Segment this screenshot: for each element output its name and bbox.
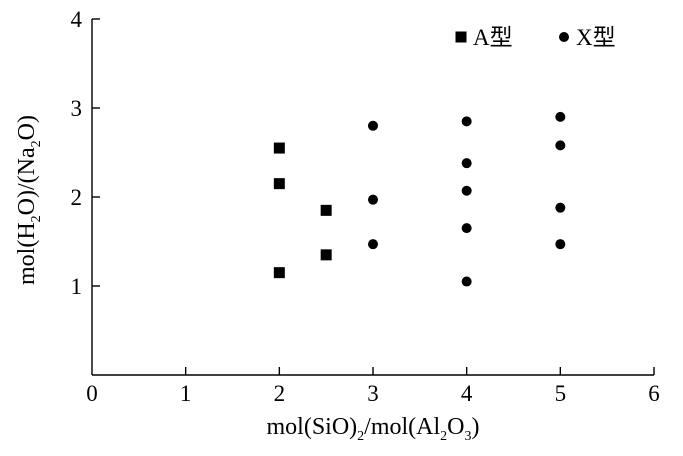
data-points	[273, 111, 566, 287]
y-axis-title-part: mol(H	[14, 222, 40, 285]
legend-label: A型	[473, 25, 513, 50]
y-axis-title-subscript: 2	[29, 215, 44, 222]
legend-label: X型	[576, 25, 616, 50]
x-tick-label: 1	[180, 381, 192, 406]
x-axis-title-subscript: 2	[440, 429, 447, 444]
x-axis-title-subscript: 2	[357, 429, 364, 444]
ticks: 0 1 2 3 4 5 6 1 2 3 4	[71, 7, 660, 406]
series-x-point	[461, 276, 472, 287]
y-tick-label: 4	[71, 7, 83, 32]
series-a-point	[273, 178, 285, 190]
x-tick-label: 5	[555, 381, 567, 406]
y-tick-label: 3	[71, 96, 83, 121]
series-x-point	[555, 202, 566, 213]
series-x-point	[461, 185, 472, 196]
x-axis-title-part: O	[447, 414, 464, 440]
y-axis-title-part: O)/(Na	[14, 147, 40, 215]
x-axis-title-subscript: 3	[465, 429, 472, 444]
x-axis-title-part: mol(SiO)	[266, 414, 357, 440]
series-x-point	[368, 239, 378, 250]
legend-marker-square	[455, 31, 467, 43]
x-axis-title-part: )	[472, 414, 480, 440]
x-axis-title-part: /mol(Al	[364, 414, 440, 440]
series-a-point	[273, 142, 285, 154]
x-tick-label: 3	[367, 381, 379, 406]
series-x-point	[461, 223, 472, 234]
x-tick-label: 4	[461, 381, 473, 406]
series-a-point	[320, 204, 332, 216]
series-x-point	[555, 111, 566, 122]
series-x-point	[368, 194, 378, 205]
series-a-point	[320, 249, 332, 261]
legend: A型 X型	[455, 25, 616, 50]
series-x-point	[555, 140, 566, 151]
x-axis-title: mol(SiO)2/mol(Al2O3)	[266, 414, 479, 444]
y-axis-title-part: O)	[14, 115, 40, 140]
x-tick-label: 0	[86, 381, 98, 406]
series-x-point	[461, 116, 472, 127]
y-tick-label: 1	[71, 274, 83, 299]
series-x-point	[368, 120, 378, 131]
series-a-point	[273, 267, 285, 279]
y-axis-title-subscript: 2	[29, 140, 44, 147]
x-tick-label: 2	[274, 381, 286, 406]
series-x-point	[555, 239, 566, 250]
y-axis-title: mol(H2O)/(Na2O)	[14, 115, 44, 285]
x-tick-label: 6	[648, 381, 660, 406]
y-tick-label: 2	[71, 185, 83, 210]
legend-marker-circle	[559, 32, 569, 42]
series-x-point	[461, 158, 472, 169]
